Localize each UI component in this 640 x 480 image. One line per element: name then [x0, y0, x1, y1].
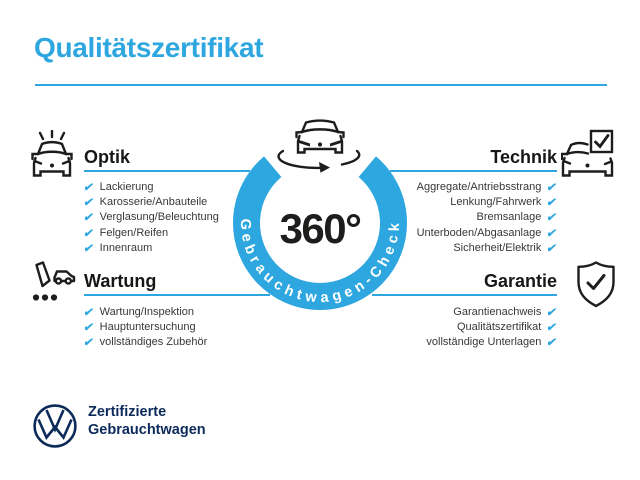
title-divider — [35, 84, 607, 86]
check-icon: ✔ — [545, 212, 559, 225]
section-rule-technik — [390, 170, 557, 172]
list-item: Unterboden/Abgasanlage ✔ — [416, 225, 559, 240]
section-title-technik: Technik — [490, 147, 557, 167]
list-item-label: Karosserie/Anbauteile — [99, 196, 208, 209]
list-item-label: Wartung/Inspektion — [99, 305, 195, 318]
check-icon: ✔ — [545, 306, 559, 319]
list-item-label: vollständige Unterlagen — [426, 336, 542, 349]
list-item-label: Lackierung — [99, 180, 154, 193]
list-item: Garantienachweis ✔ — [426, 304, 559, 319]
ring-shape — [233, 156, 407, 310]
shield-check-icon — [577, 261, 615, 308]
list-item-label: Qualitätszertifikat — [456, 321, 542, 334]
check-icon: ✔ — [82, 243, 95, 256]
vw-logo — [33, 404, 77, 448]
check-icon: ✔ — [82, 337, 95, 350]
section-rule-optik — [84, 170, 250, 172]
list-item-label: Unterboden/Abgasanlage — [416, 226, 542, 239]
page-title: Qualitätszertifikat — [34, 32, 264, 63]
list-item-label: Felgen/Reifen — [99, 226, 169, 239]
list-item: ✔ Felgen/Reifen — [82, 225, 219, 240]
list-item-label: Garantienachweis — [453, 305, 542, 318]
check-icon: ✔ — [82, 181, 95, 194]
degree-label: 360° — [280, 205, 361, 252]
list-item: ✔ Hauptuntersuchung — [82, 319, 207, 335]
inspection-checklist-icon — [32, 261, 76, 301]
list-item: Lenkung/Fahrwerk ✔ — [417, 194, 559, 210]
brand-line-1: Zertifizierte — [88, 404, 167, 420]
list-item: ✔ Verglasung/Beleuchtung — [82, 210, 219, 225]
section-title-optik: Optik — [84, 147, 131, 167]
list-item: Qualitätszertifikat ✔ — [426, 319, 559, 335]
checklist-optik: ✔ Lackierung ✔ Karosserie/Anbauteile ✔ Verg… — [82, 179, 219, 256]
list-item: ✔ Innenraum — [82, 241, 219, 256]
check-icon: ✔ — [545, 197, 559, 210]
checklist-garantie: Garantienachweis ✔ Qualitätszertifikat ✔ v… — [426, 304, 559, 350]
list-item: ✔ Wartung/Inspektion — [82, 304, 207, 319]
check-icon: ✔ — [545, 322, 559, 335]
list-item: vollständige Unterlagen ✔ — [426, 335, 559, 350]
check-icon: ✔ — [82, 212, 95, 225]
check-icon: ✔ — [545, 337, 559, 350]
check-icon: ✔ — [82, 306, 95, 319]
list-item-label: vollständiges Zubehör — [99, 336, 208, 349]
car-360-rotation-icon — [277, 119, 361, 173]
section-title-wartung: Wartung — [84, 271, 157, 291]
check-icon: ✔ — [545, 227, 559, 240]
brand-line-2: Gebrauchtwagen — [88, 421, 206, 438]
list-item: Bremsanlage ✔ — [417, 210, 559, 225]
section-rule-garantie — [372, 294, 557, 296]
list-item: ✔ Lackierung — [82, 179, 219, 194]
list-item: Aggregate/Antriebsstrang ✔ — [416, 179, 559, 194]
brand-name: Zertifizierte Gebrauchtwagen — [88, 404, 206, 439]
list-item: ✔ Karosserie/Anbauteile — [82, 194, 219, 210]
check-icon: ✔ — [545, 243, 559, 256]
car-front-shine-icon — [31, 130, 73, 177]
checklist-wartung: ✔ Wartung/Inspektion ✔ Hauptuntersuchung ✔… — [82, 304, 208, 350]
check-icon: ✔ — [82, 197, 95, 210]
360-check-badge: Gebrauchtwagen-Check 360° — [233, 119, 407, 310]
list-item-label: Verglasung/Beleuchtung — [99, 211, 219, 224]
list-item-label: Lenkung/Fahrwerk — [450, 196, 542, 209]
list-item-label: Bremsanlage — [476, 211, 542, 224]
list-item-label: Innenraum — [99, 242, 153, 255]
check-icon: ✔ — [82, 322, 95, 335]
car-checkbox-icon — [561, 129, 614, 177]
list-item: ✔ vollständiges Zubehör — [82, 335, 208, 350]
list-item-label: Hauptuntersuchung — [99, 321, 196, 334]
list-item-label: Aggregate/Antriebsstrang — [416, 180, 542, 193]
list-item-label: Sicherheit/Elektrik — [453, 242, 542, 255]
section-rule-wartung — [84, 294, 270, 296]
list-item: Sicherheit/Elektrik ✔ — [417, 241, 559, 256]
check-icon: ✔ — [82, 227, 95, 240]
checklist-technik: Aggregate/Antriebsstrang ✔ Lenkung/Fahrwe… — [416, 179, 559, 256]
section-title-garantie: Garantie — [483, 271, 557, 291]
check-icon: ✔ — [545, 181, 559, 194]
